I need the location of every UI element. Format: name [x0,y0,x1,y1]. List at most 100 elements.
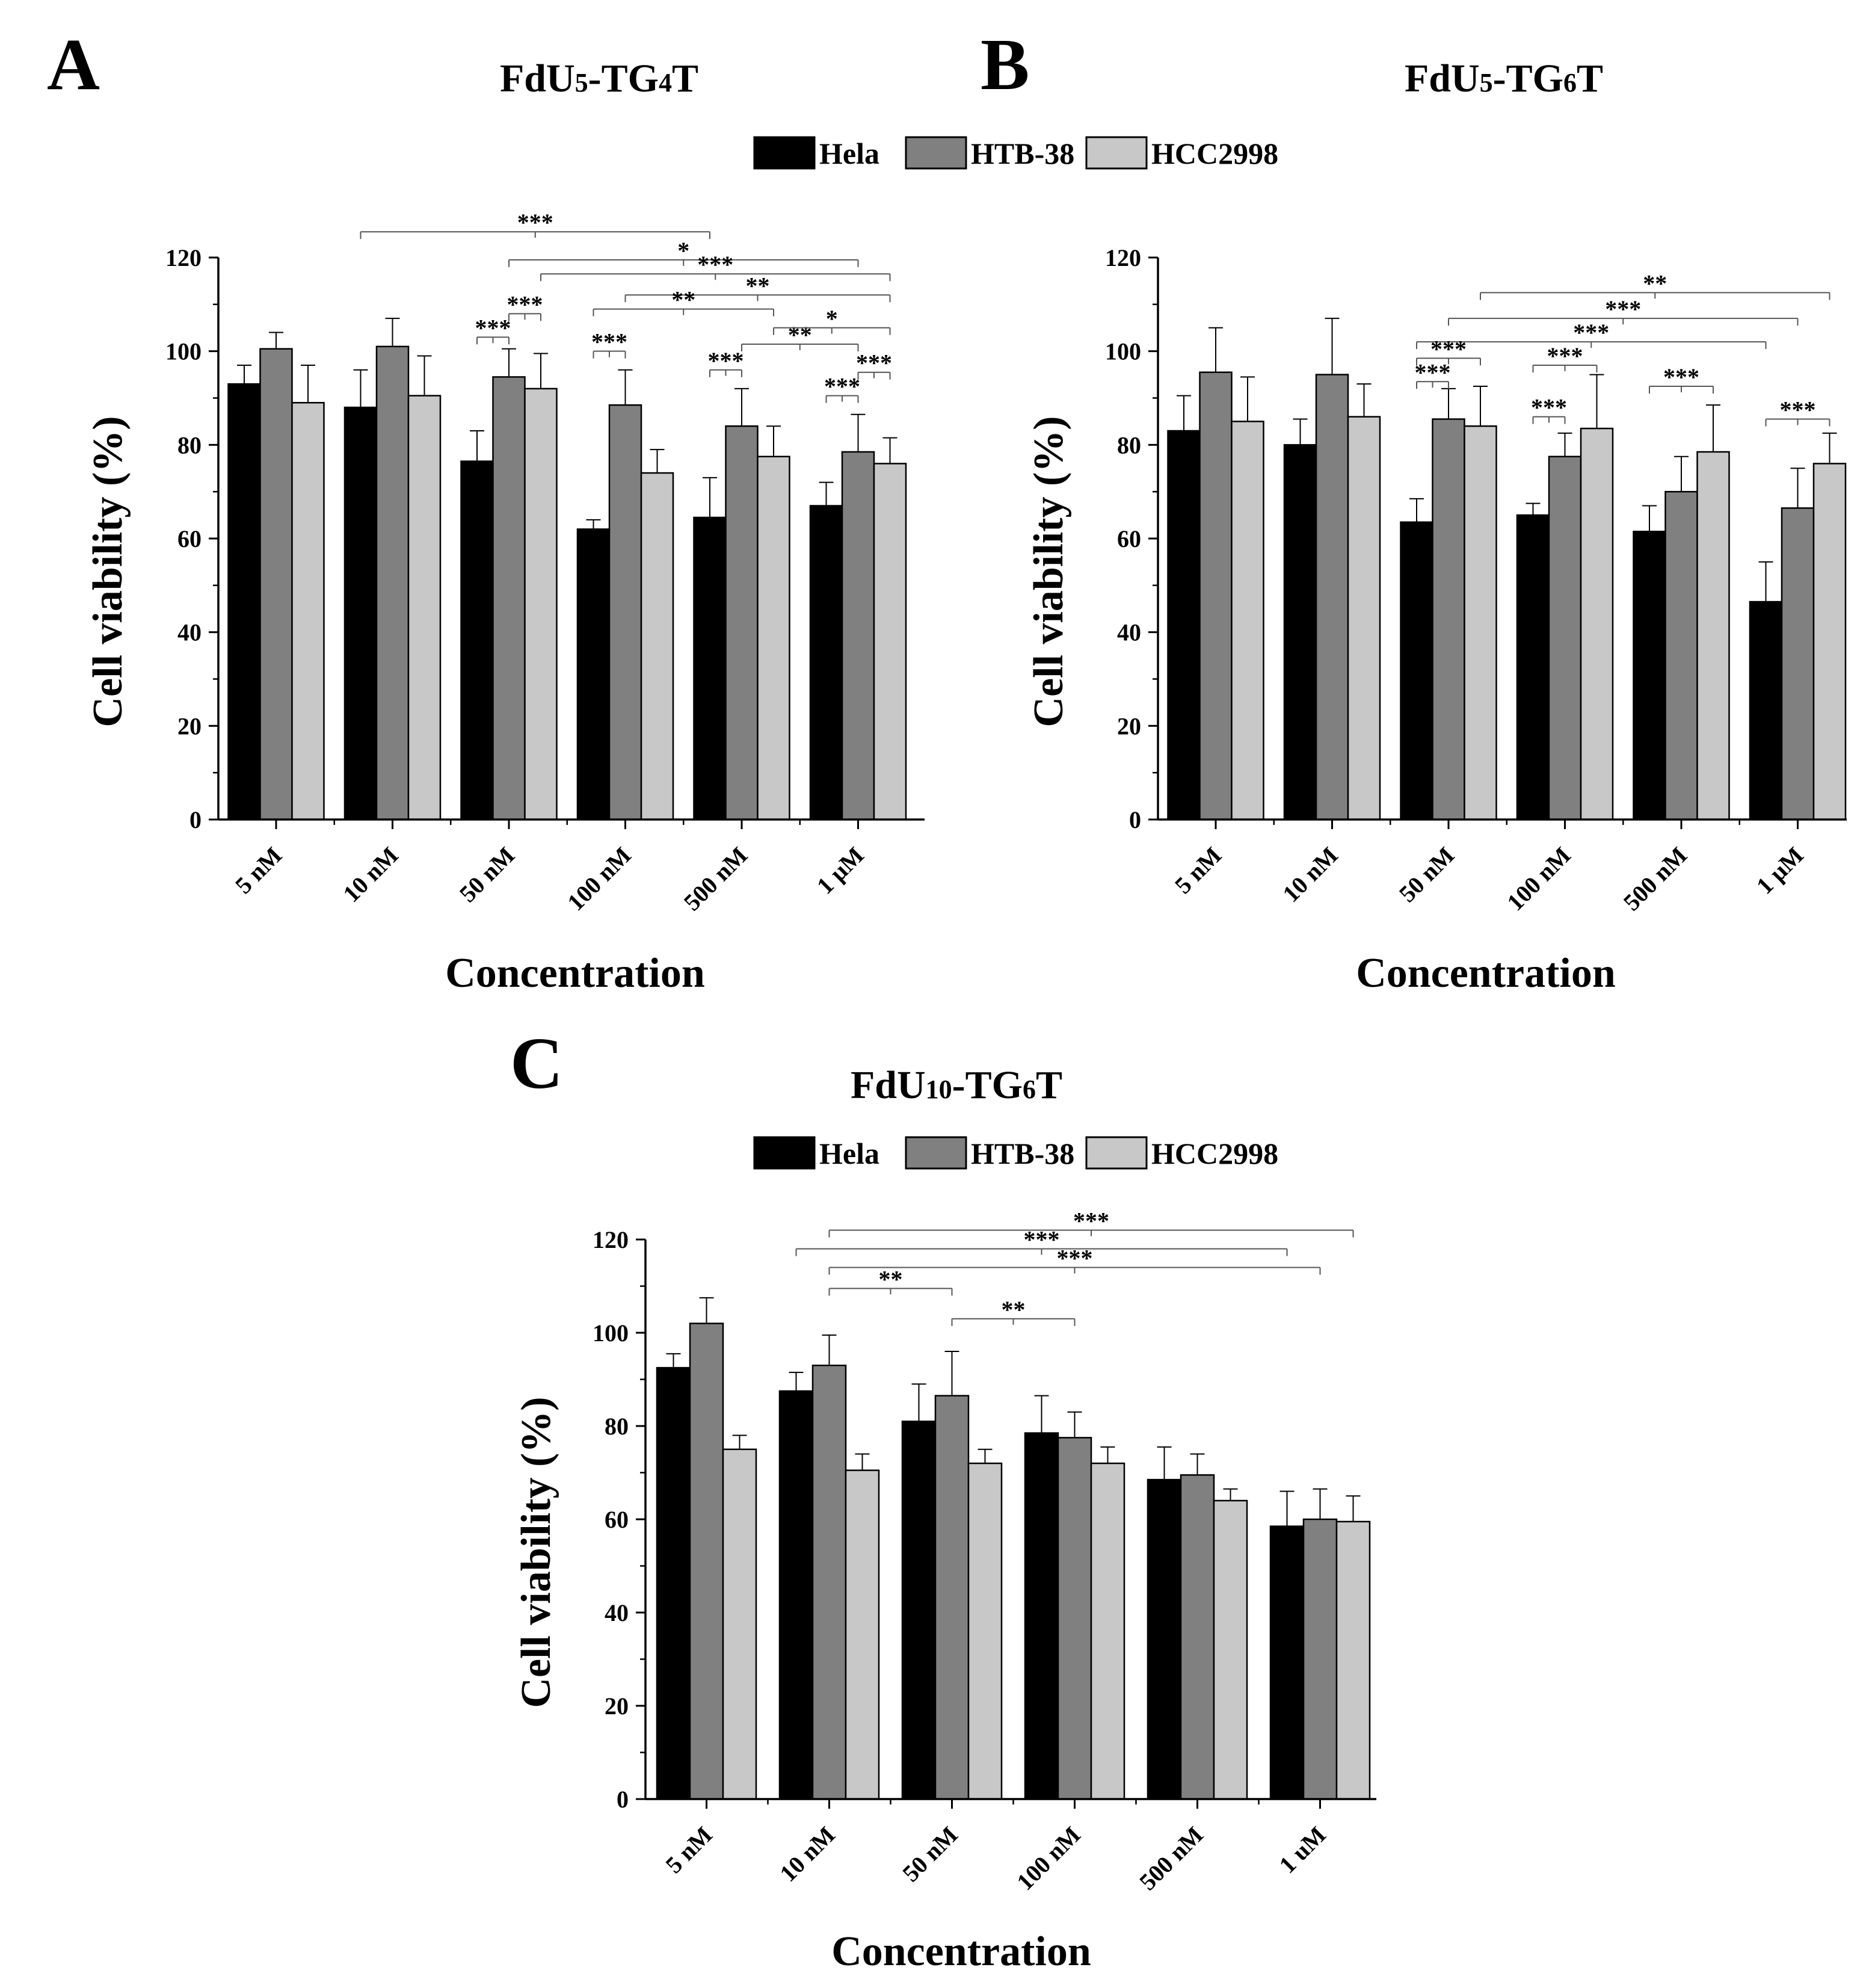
bar-hcc2998-5 [873,463,907,821]
significance-label: *** [697,251,733,278]
significance-label: ** [879,1265,903,1292]
significance-label: *** [1531,394,1567,421]
bar-htb-38-0 [259,348,293,821]
y-tick-label: 100 [165,338,202,365]
legend-label-hela: Hela [819,137,879,170]
legend-top: Hela HTB-38 HCC2998 [753,136,1278,170]
bar-hcc2998-4 [1213,1499,1248,1800]
significance-label: *** [1415,359,1451,386]
legend-label-htb38: HTB-38 [971,1137,1074,1170]
legend-swatch-hcc2998 [1085,136,1148,170]
bar-hcc2998-1 [845,1469,880,1800]
significance-label: *** [1573,319,1609,346]
bar-hela-4 [1147,1478,1182,1800]
bar-htb-38-4 [725,425,759,821]
y-tick-label: 60 [1117,525,1141,552]
bar-hcc2998-1 [1347,416,1381,821]
legend-swatch-htb38 [905,136,967,170]
x-tick-label: 1 uM [1273,1821,1331,1878]
significance-label: ** [1002,1296,1026,1323]
bar-hela-5 [809,505,843,821]
legend-swatch-hcc2998 [1085,1136,1148,1170]
bar-hela-0 [1167,430,1201,821]
y-tick-label: 0 [617,1786,629,1813]
legend-swatch-htb38 [905,1136,967,1170]
significance-label: ** [1643,270,1667,297]
significance-label: *** [708,347,744,374]
significance-label: *** [1024,1226,1060,1253]
bar-hela-1 [1283,444,1317,821]
panel-letter-a: A [47,24,100,105]
x-axis-title-c: Concentration [831,1928,1091,1975]
significance-label: *** [1057,1245,1093,1272]
bar-hela-2 [460,460,494,821]
bar-htb-38-3 [608,404,642,821]
significance-label: *** [1605,295,1641,323]
plot-b: 0 20 40 60 80 100 120 5 nM 10 nM 50 nM 100 nM 500 n… [1105,244,1847,916]
y-axis-title-c: Cell viability (%) [513,1397,559,1708]
significance-label: *** [475,314,511,341]
bar-hela-2 [1400,521,1433,821]
significance-label: * [677,237,689,264]
chart-title-c: FdU10-TG6T [851,1063,1062,1107]
significance-label: *** [1663,363,1699,390]
legend-swatch-hela [753,1136,816,1170]
y-tick-label: 120 [165,244,202,271]
bar-htb-38-5 [1302,1518,1338,1800]
x-tick-label: 50 nM [454,842,520,908]
x-tick-label: 5 nM [660,1821,717,1878]
bar-hcc2998-0 [722,1448,757,1800]
significance-label: * [826,305,838,332]
y-tick-label: 0 [189,806,202,833]
x-tick-label: 500 nM [679,842,753,916]
plot-c: 0 20 40 60 80 100 120 5 nM 10 nM 50 nM 100 nM 500 n… [593,1208,1376,1896]
y-tick-label: 40 [605,1599,629,1626]
bar-hela-3 [576,528,611,821]
bar-hela-1 [343,406,378,821]
bar-hcc2998-5 [1812,463,1847,821]
bar-hela-2 [901,1421,937,1800]
y-tick-label: 60 [605,1506,629,1533]
bar-htb-38-4 [1180,1474,1215,1800]
y-tick-label: 20 [1117,712,1141,739]
bar-hela-3 [1024,1432,1059,1800]
bar-hcc2998-0 [1231,421,1264,821]
significance-label: ** [746,272,770,299]
chart-title-b: FdU5-TG6T [1405,57,1603,100]
x-tick-label: 100 nM [562,842,636,916]
bar-hcc2998-3 [1580,427,1614,821]
x-tick-label: 500 nM [1134,1821,1208,1896]
legend-label-hcc2998: HCC2998 [1151,137,1278,170]
y-tick-label: 80 [177,431,202,458]
bar-hcc2998-1 [407,395,442,821]
bar-hela-3 [1516,514,1550,821]
significance-label: *** [1430,335,1467,362]
plot-a: 0 20 40 60 80 100 120 5 nM 10 nM 50 nM 100 nM 500 n… [165,209,925,916]
bar-htb-38-3 [1057,1437,1092,1800]
x-axis-title-a: Concentration [445,950,705,996]
x-tick-label: 1 µM [1751,842,1809,900]
chart-title-a: FdU5-TG4T [500,57,698,100]
y-tick-label: 60 [177,525,202,552]
bar-hcc2998-4 [1696,451,1730,821]
bar-htb-38-4 [1664,490,1698,821]
y-tick-label: 20 [177,712,202,739]
legend-label-hcc2998: HCC2998 [1151,1137,1278,1170]
bar-htb-38-0 [1199,371,1233,821]
y-tick-label: 120 [593,1226,629,1253]
bar-hela-0 [227,383,261,821]
x-tick-label: 10 nM [774,1821,840,1888]
x-tick-label: 5 nM [230,842,287,899]
panel-letter-c: C [510,1023,563,1104]
legend-swatch-hela [753,136,816,170]
bar-htb-38-3 [1548,455,1582,821]
bar-hcc2998-5 [1335,1520,1371,1800]
significance-label: *** [517,209,553,236]
bar-hcc2998-4 [757,455,790,821]
y-tick-label: 80 [605,1413,629,1440]
x-tick-label: 100 nM [1011,1821,1086,1896]
x-tick-label: 50 nM [897,1821,963,1888]
legend-label-htb38: HTB-38 [971,137,1074,170]
x-tick-label: 10 nM [337,842,404,908]
y-tick-label: 40 [1117,619,1141,646]
